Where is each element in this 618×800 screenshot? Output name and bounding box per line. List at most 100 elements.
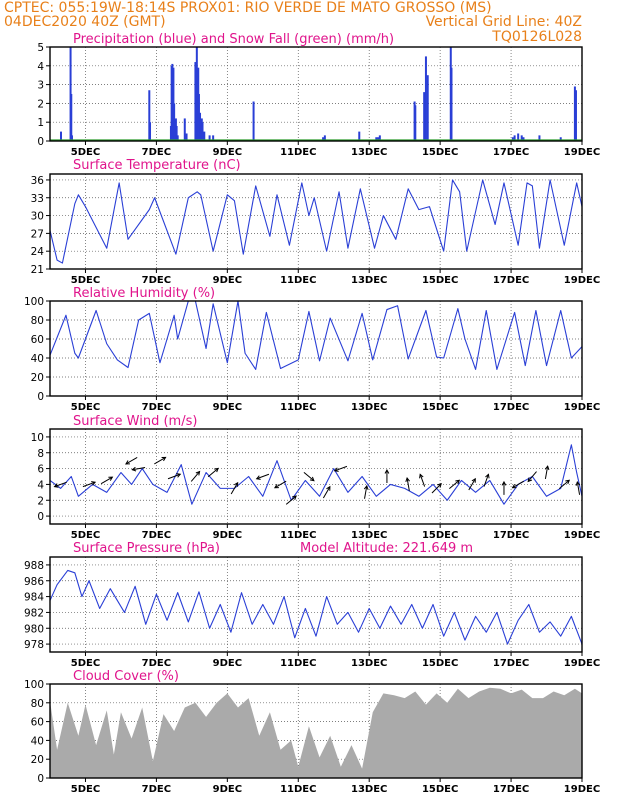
precip-bar-0 — [59, 131, 62, 141]
precip-bar-43 — [513, 135, 516, 141]
wind-arrow-21 — [449, 479, 461, 489]
ytick-label-temp-5: 36 — [31, 175, 45, 187]
precip-bar-17 — [194, 62, 197, 141]
xtick-label-wind-7: 19DEC — [564, 530, 600, 541]
wind-arrow-2 — [100, 476, 114, 485]
precip-bar-15 — [183, 118, 186, 141]
wind-arrow-19 — [419, 473, 426, 487]
xtick-label-pressure-6: 17DEC — [493, 658, 529, 669]
rh-series-line — [49, 300, 583, 370]
precip-bar-25 — [203, 131, 206, 141]
xtick-label-cloud-5: 15DEC — [422, 784, 458, 795]
xtick-label-precip-7: 19DEC — [564, 147, 600, 158]
precip-bar-41 — [450, 67, 453, 141]
xtick-label-wind-0: 5DEC — [71, 530, 100, 541]
temp-series-line — [49, 179, 583, 264]
xtick-label-cloud-3: 11DEC — [280, 784, 316, 795]
ytick-label-cloud-1: 20 — [31, 754, 44, 766]
xtick-label-precip-6: 17DEC — [493, 147, 529, 158]
ytick-label-precip-0: 0 — [37, 136, 44, 148]
wind-arrow-13 — [303, 471, 315, 482]
precip-bar-38 — [424, 56, 427, 141]
precip-bar-29 — [322, 137, 325, 141]
wind-arrow-10 — [255, 473, 270, 480]
precip-bar-39 — [426, 75, 429, 141]
precip-bar-20 — [197, 94, 200, 141]
panel-frame-pressure — [49, 556, 583, 653]
wind-arrow-26 — [527, 471, 537, 483]
precip-bar-11 — [173, 131, 176, 141]
precip-bar-37 — [423, 92, 426, 141]
header-location-line: CPTEC: 055:19W-18:14S PROX01: RIO VERDE … — [4, 0, 492, 16]
precip-bar-33 — [377, 137, 380, 141]
wind-arrow-27 — [544, 465, 550, 480]
precip-bar-49 — [573, 86, 576, 141]
ytick-label-temp-0: 21 — [31, 264, 44, 276]
xtick-label-cloud-0: 5DEC — [71, 784, 100, 795]
xtick-label-rh-1: 7DEC — [142, 402, 171, 413]
wind-arrow-0 — [53, 481, 67, 488]
ytick-label-wind-0: 0 — [37, 511, 44, 523]
precip-bar-34 — [378, 135, 381, 141]
panel-title-temp: Surface Temperature (nC) — [73, 158, 241, 173]
ytick-label-wind-5: 10 — [31, 432, 44, 444]
wind-arrow-16 — [363, 484, 369, 499]
precip-bar-45 — [520, 135, 523, 141]
ytick-label-rh-5: 100 — [24, 296, 44, 308]
precip-bar-5 — [149, 122, 152, 141]
panel-frame-wind — [49, 428, 583, 525]
ytick-label-pressure-4: 986 — [24, 576, 44, 588]
wind-arrow-8 — [207, 467, 219, 478]
xtick-label-rh-7: 19DEC — [564, 402, 600, 413]
panel-wind: 0 2 4 6 8 10 5DEC 7DEC 9DEC 11DEC 13DEC 15DEC 17DEC 1… — [31, 414, 601, 541]
xtick-label-rh-6: 17DEC — [493, 402, 529, 413]
ytick-label-rh-0: 0 — [37, 391, 44, 403]
precip-bar-44 — [517, 133, 520, 141]
ytick-label-wind-3: 6 — [37, 464, 44, 476]
wind-arrow-9 — [230, 481, 239, 495]
panel-temp: 21 24 27 30 33 36 5DEC 7DEC 9DEC 11DEC 13DEC 15DEC 1… — [31, 158, 601, 286]
header-model-code: TQ0126L028 — [492, 29, 582, 45]
ytick-label-precip-4: 4 — [37, 61, 44, 73]
xtick-label-rh-5: 15DEC — [422, 402, 458, 413]
panel-frame-precip — [49, 46, 583, 142]
xtick-label-wind-1: 7DEC — [142, 530, 171, 541]
xtick-label-precip-1: 7DEC — [142, 147, 171, 158]
wind-arrow-20 — [431, 483, 442, 494]
precip-bar-13 — [175, 125, 178, 141]
xtick-label-pressure-5: 15DEC — [422, 658, 458, 669]
ytick-label-rh-3: 60 — [31, 334, 44, 346]
precip-bar-32 — [375, 137, 378, 141]
header-grid-line-note: Vertical Grid Line: 40Z — [425, 14, 582, 30]
panel-title-pressure: Surface Pressure (hPa) — [73, 541, 220, 556]
xtick-label-pressure-3: 11DEC — [280, 658, 316, 669]
xtick-label-temp-1: 7DEC — [142, 275, 171, 286]
ytick-label-precip-5: 5 — [37, 42, 44, 54]
xtick-label-temp-4: 13DEC — [351, 275, 387, 286]
ytick-label-temp-1: 24 — [31, 246, 45, 258]
xtick-label-precip-4: 13DEC — [351, 147, 387, 158]
ytick-label-wind-1: 2 — [37, 495, 44, 507]
wind-arrow-22 — [468, 477, 476, 491]
model-altitude-label: Model Altitude: 221.649 m — [300, 541, 473, 556]
xtick-label-pressure-0: 5DEC — [71, 658, 100, 669]
xtick-label-precip-5: 15DEC — [422, 147, 458, 158]
panel-frame-rh — [49, 300, 583, 397]
ytick-label-wind-2: 4 — [37, 479, 44, 491]
precip-bar-47 — [538, 135, 541, 141]
xtick-label-precip-0: 5DEC — [71, 147, 100, 158]
panel-title-precip: Precipitation (blue) and Snow Fall (gree… — [73, 32, 394, 47]
xtick-label-temp-6: 17DEC — [493, 275, 529, 286]
xtick-label-precip-3: 11DEC — [280, 147, 316, 158]
xtick-label-rh-4: 13DEC — [351, 402, 387, 413]
wind-arrow-4 — [131, 466, 146, 472]
xtick-label-temp-5: 15DEC — [422, 275, 458, 286]
wind-arrow-24 — [501, 480, 507, 495]
xtick-label-pressure-4: 13DEC — [351, 658, 387, 669]
xtick-label-pressure-2: 9DEC — [213, 658, 242, 669]
wind-arrow-12 — [285, 495, 297, 505]
ytick-label-temp-2: 27 — [31, 228, 44, 240]
precip-bar-48 — [559, 137, 562, 141]
wind-arrow-11 — [274, 480, 287, 489]
